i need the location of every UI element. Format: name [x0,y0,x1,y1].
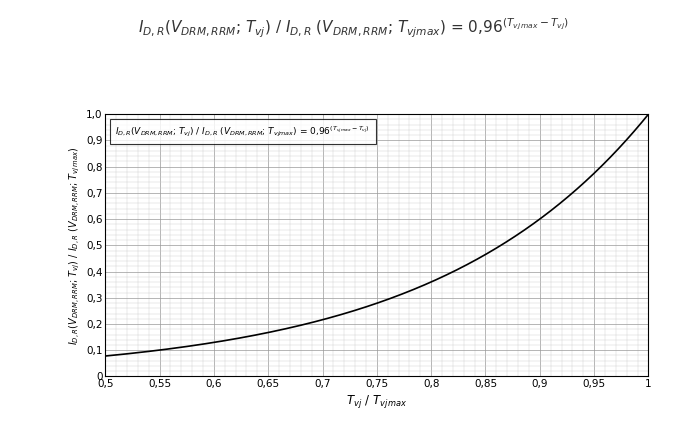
Y-axis label: $I_{D,R}$($V_{DRM,RRM}$; $T_{vj}$) / $I_{D,R}$ ($V_{DRM,RRM}$; $T_{vj\,max}$): $I_{D,R}$($V_{DRM,RRM}$; $T_{vj}$) / $I_… [67,146,81,345]
Legend: $I_{D,R}$($V_{DRM,RRM}$; $T_{vj}$) / $I_{D,R}$ ($V_{DRM,RRM}$; $T_{vjmax}$) = 0,: $I_{D,R}$($V_{DRM,RRM}$; $T_{vj}$) / $I_… [110,119,375,144]
Text: $I_{D,R}$($V_{DRM,RRM}$; $T_{vj}$) / $I_{D,R}$ ($V_{DRM,RRM}$; $T_{vjmax}$) = 0,: $I_{D,R}$($V_{DRM,RRM}$; $T_{vj}$) / $I_… [138,17,568,40]
X-axis label: $T_{vj}$ / $T_{vj\,max}$: $T_{vj}$ / $T_{vj\,max}$ [346,393,407,410]
